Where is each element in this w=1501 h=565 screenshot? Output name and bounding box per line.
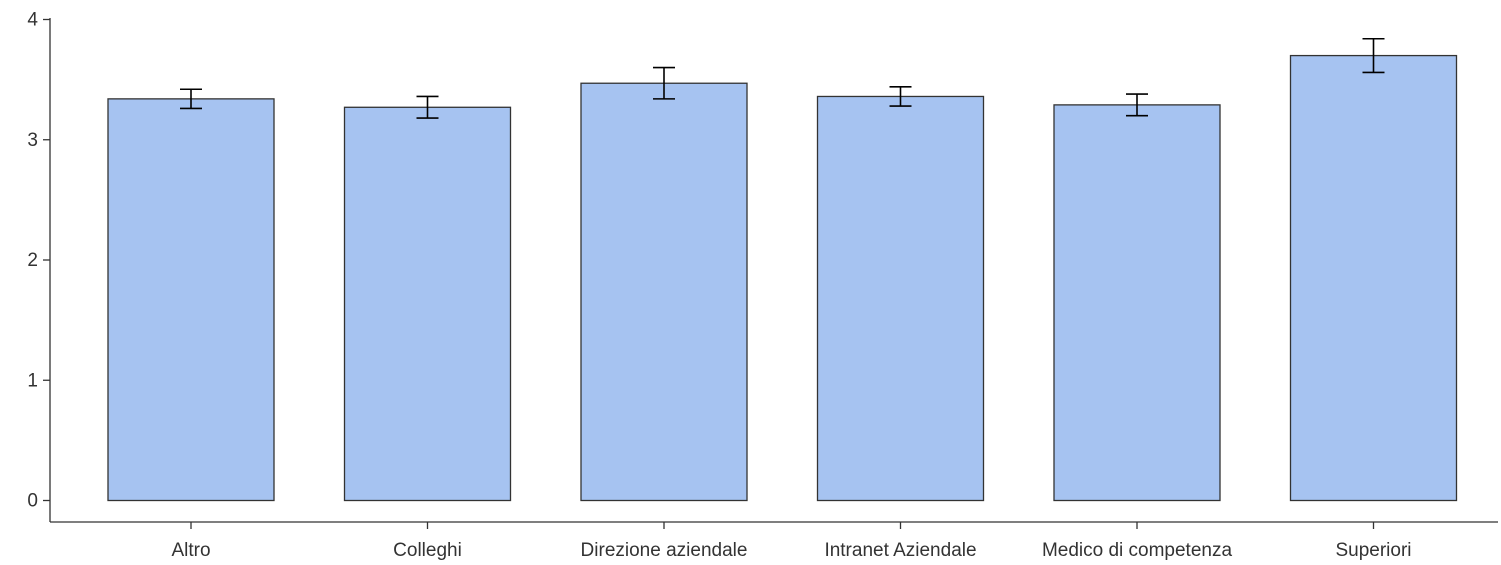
y-tick-label: 3	[27, 130, 38, 151]
bar	[107, 98, 275, 502]
bar	[1053, 104, 1221, 502]
y-tick-label: 2	[27, 250, 38, 271]
error-bar	[416, 95, 439, 119]
x-tick-label: Direzione aziendale	[581, 540, 748, 561]
y-tick-label: 1	[27, 370, 38, 391]
x-tick-label: Superiori	[1335, 540, 1411, 561]
bar	[816, 95, 985, 502]
bar	[1289, 54, 1458, 502]
x-tick-label: Colleghi	[393, 540, 462, 561]
bar	[580, 82, 748, 502]
x-tick-label: Intranet Aziendale	[824, 540, 976, 561]
y-tick-label: 4	[27, 10, 38, 31]
bars	[107, 54, 1458, 502]
x-axis: Altro Colleghi Direzione aziendale Intranet…	[50, 521, 1498, 561]
error-bars	[180, 37, 1385, 119]
x-tick-label: Medico di competenza	[1042, 540, 1233, 561]
error-bar	[1362, 37, 1385, 74]
y-axis: 0 1 2 3 4	[27, 10, 51, 522]
error-bar	[889, 86, 912, 107]
error-bar	[180, 88, 202, 110]
x-tick-label: Altro	[171, 540, 210, 561]
error-bar	[1126, 93, 1148, 117]
y-tick-label: 0	[27, 491, 38, 512]
bar	[343, 106, 512, 502]
error-bar	[653, 66, 675, 100]
